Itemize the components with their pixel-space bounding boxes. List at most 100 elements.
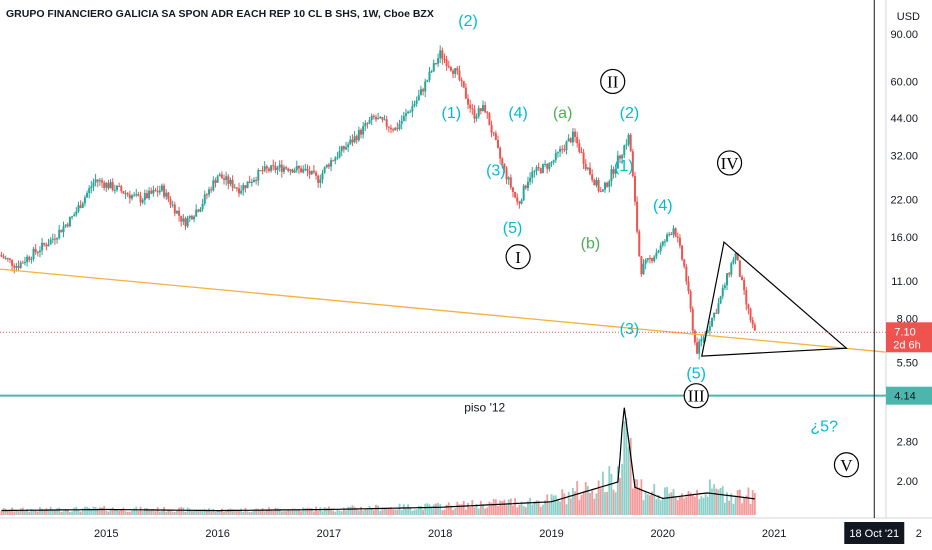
candle-body	[38, 250, 41, 253]
candle-body	[732, 259, 735, 264]
volume-bar	[270, 510, 273, 515]
candle-body	[454, 68, 457, 74]
volume-bar	[323, 507, 326, 515]
volume-bar	[351, 505, 354, 515]
volume-bar	[467, 502, 469, 515]
candle-body	[559, 148, 562, 152]
volume-bar	[531, 504, 534, 515]
volume-bar	[741, 503, 743, 515]
candle-body	[86, 192, 89, 198]
volume-bar	[614, 492, 617, 515]
candle-body	[644, 260, 647, 264]
volume-bar	[702, 497, 705, 515]
volume-bar	[559, 501, 561, 515]
volume-bar	[191, 510, 193, 515]
trend-line[interactable]	[0, 268, 886, 353]
candle-body	[349, 139, 352, 145]
volume-bar	[131, 510, 133, 515]
volume-bar	[94, 507, 97, 515]
candle-body	[220, 174, 223, 179]
candle-body	[73, 214, 76, 217]
candle-body	[41, 242, 44, 251]
volume-bar	[715, 488, 718, 515]
volume-bar	[377, 505, 380, 515]
candle-body	[479, 108, 482, 112]
volume-bar	[563, 493, 566, 515]
wave-label: (4)	[508, 105, 528, 122]
volume-bar	[30, 508, 33, 515]
triangle-pattern[interactable]	[701, 240, 848, 357]
candle-body	[122, 191, 125, 194]
volume-bar	[631, 488, 634, 515]
volume-bar	[694, 496, 696, 515]
volume-bar	[332, 510, 335, 515]
volume-bar	[753, 493, 756, 515]
volume-bar	[325, 508, 328, 515]
volume-bar	[636, 479, 639, 515]
candle-body	[636, 201, 639, 232]
volume-bar	[580, 494, 583, 515]
volume-bar	[452, 509, 454, 515]
volume-bar	[171, 511, 174, 515]
volume-bar	[304, 508, 307, 515]
volume-bar	[595, 493, 598, 515]
volume-bar	[381, 509, 384, 515]
volume-bar	[413, 509, 416, 515]
volume-bar	[424, 503, 427, 515]
candle-body	[443, 58, 446, 60]
volume-bar	[721, 486, 724, 515]
volume-bar	[233, 510, 236, 515]
volume-bar	[88, 508, 91, 515]
volume-bar	[649, 495, 651, 515]
candle-body	[88, 188, 91, 193]
candle-body	[160, 185, 163, 191]
candle-body	[475, 116, 478, 119]
volume-bar	[36, 511, 39, 515]
volume-bar	[428, 504, 431, 515]
candle-body	[274, 165, 277, 171]
y-tick-label: 16.00	[890, 232, 918, 244]
candle-body	[631, 151, 634, 177]
volume-bar	[334, 511, 337, 515]
volume-bar	[488, 501, 491, 515]
volume-bar	[133, 508, 136, 515]
volume-bar	[21, 507, 24, 515]
wave-label: (2)	[620, 105, 640, 122]
candle-body	[263, 166, 266, 171]
candle-body	[205, 194, 208, 196]
candle-body	[133, 194, 136, 196]
candle-body	[486, 112, 489, 114]
candle-body	[740, 276, 743, 281]
volume-bar	[43, 510, 46, 515]
candle-body	[312, 170, 315, 173]
volume-bar	[599, 488, 602, 515]
candle-body	[392, 129, 395, 131]
x-tick-label: 2	[916, 528, 922, 540]
candle-body	[327, 164, 330, 167]
volume-bar	[464, 509, 467, 515]
volume-bar	[289, 511, 292, 515]
chart-title: GRUPO FINANCIERO GALICIA SA SPON ADR EAC…	[6, 8, 434, 20]
candle-body	[338, 151, 341, 158]
candle-body	[83, 197, 86, 204]
y-tick-label: 90.00	[890, 29, 918, 41]
volume-bar	[90, 509, 93, 515]
volume-bar	[182, 507, 185, 515]
volume-bar	[242, 511, 245, 515]
volume-bar	[407, 504, 409, 515]
volume-bar	[300, 511, 302, 515]
volume-bar	[450, 505, 452, 515]
volume-bar	[45, 508, 48, 515]
candle-body	[101, 180, 104, 183]
roman-wave-label: V	[840, 456, 853, 475]
volume-bar	[319, 507, 322, 515]
candle-body	[653, 256, 656, 262]
volume-bar	[15, 510, 18, 515]
volume-bar	[360, 506, 362, 515]
candle-body	[648, 258, 651, 260]
candle-body	[278, 164, 281, 168]
candle-body	[661, 241, 664, 246]
volume-bar	[227, 509, 230, 515]
candle-body	[711, 317, 714, 327]
